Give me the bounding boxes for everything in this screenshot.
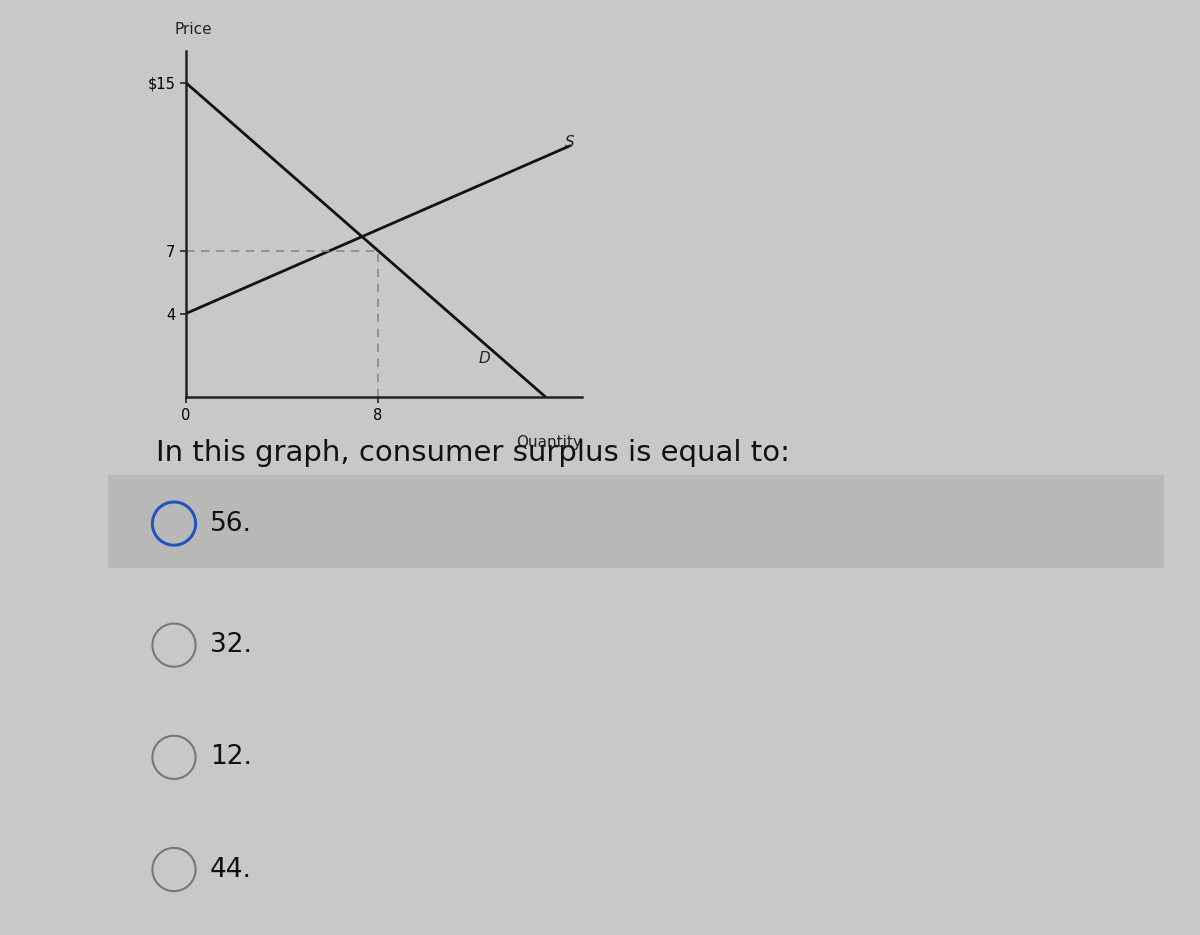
Text: Quantity: Quantity	[516, 435, 582, 450]
Text: S: S	[565, 135, 575, 150]
Text: Price: Price	[174, 22, 211, 36]
Text: 32.: 32.	[210, 632, 252, 658]
Text: In this graph, consumer surplus is equal to:: In this graph, consumer surplus is equal…	[156, 439, 790, 468]
Text: 44.: 44.	[210, 856, 252, 883]
Text: D: D	[479, 351, 491, 366]
Text: 12.: 12.	[210, 744, 252, 770]
Text: 56.: 56.	[210, 511, 252, 537]
